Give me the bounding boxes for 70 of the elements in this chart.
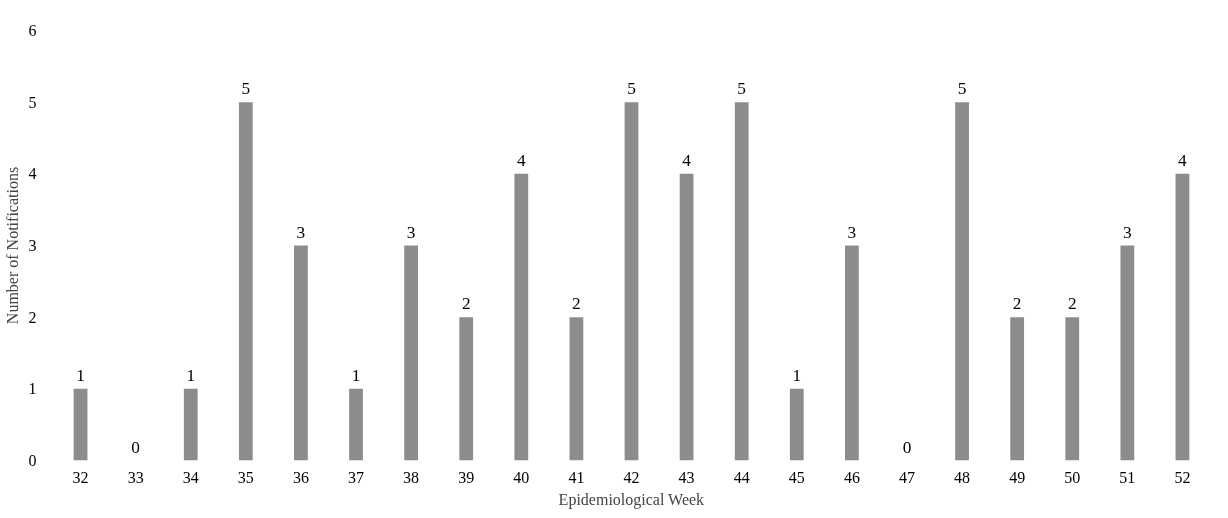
x-tick-label: 32 <box>72 468 89 486</box>
data-label: 4 <box>682 150 692 170</box>
data-label: 1 <box>76 365 85 385</box>
bar <box>1010 317 1025 461</box>
x-tick-label: 44 <box>733 468 750 486</box>
data-label: 2 <box>461 294 471 314</box>
data-label: 3 <box>1123 222 1132 242</box>
x-axis-title: Epidemiological Week <box>558 490 705 509</box>
x-tick-label: 33 <box>127 468 144 486</box>
x-tick-label: 36 <box>292 468 309 486</box>
data-label: 4 <box>516 150 526 170</box>
data-label: 5 <box>737 79 747 99</box>
x-tick-label: 52 <box>1174 468 1191 486</box>
data-label: 5 <box>957 79 967 99</box>
x-tick-label: 51 <box>1119 468 1136 486</box>
bar <box>183 388 198 461</box>
bar <box>238 102 253 461</box>
data-label: 2 <box>1067 294 1077 314</box>
x-tick-label: 38 <box>403 468 420 486</box>
data-label: 3 <box>406 222 416 242</box>
data-label: 3 <box>847 222 857 242</box>
data-label: 5 <box>241 79 251 99</box>
bar <box>1120 245 1135 461</box>
bar <box>789 388 804 461</box>
x-tick-label: 47 <box>898 468 915 486</box>
bar <box>1065 317 1080 461</box>
x-tick-label: 41 <box>568 468 585 486</box>
x-tick-label: 37 <box>348 468 365 486</box>
data-label: 1 <box>792 365 802 385</box>
bar <box>955 102 969 461</box>
data-label: 0 <box>902 437 912 457</box>
y-tick-label: 6 <box>28 22 37 39</box>
data-label: 1 <box>351 365 361 385</box>
x-tick-label: 42 <box>623 468 640 486</box>
bar <box>844 245 859 461</box>
y-tick-label: 3 <box>28 237 37 254</box>
x-tick-label: 50 <box>1064 468 1081 486</box>
x-tick-label: 49 <box>1009 468 1026 486</box>
y-tick-label: 1 <box>28 380 37 398</box>
x-tick-label: 46 <box>843 468 860 486</box>
y-tick-label: 0 <box>28 452 37 469</box>
bar <box>1175 173 1190 461</box>
data-label: 2 <box>1012 294 1022 314</box>
y-tick-label: 2 <box>28 308 37 326</box>
data-label: 0 <box>131 437 140 457</box>
x-tick-label: 43 <box>678 468 695 486</box>
y-tick-label: 5 <box>28 93 37 111</box>
bar <box>404 245 419 461</box>
data-label: 4 <box>1178 150 1188 170</box>
bar <box>514 173 529 461</box>
x-tick-label: 45 <box>788 468 805 486</box>
bar <box>459 317 474 461</box>
y-axis-title: Number of Notifications <box>3 166 21 325</box>
x-tick-label: 48 <box>954 468 971 486</box>
y-tick-label: 4 <box>28 165 37 183</box>
x-tick-label: 40 <box>513 468 530 486</box>
bar <box>624 102 639 461</box>
bar <box>73 388 88 461</box>
bar <box>679 173 694 461</box>
data-label: 3 <box>296 222 306 242</box>
x-tick-label: 35 <box>237 468 254 486</box>
x-tick-label: 39 <box>458 468 475 486</box>
data-label: 5 <box>627 79 636 99</box>
bar <box>294 245 308 461</box>
bar <box>349 388 363 461</box>
x-tick-label: 34 <box>182 468 199 486</box>
data-label: 2 <box>572 294 581 314</box>
bar <box>734 102 749 461</box>
data-label: 1 <box>186 365 196 385</box>
bar <box>569 317 584 461</box>
